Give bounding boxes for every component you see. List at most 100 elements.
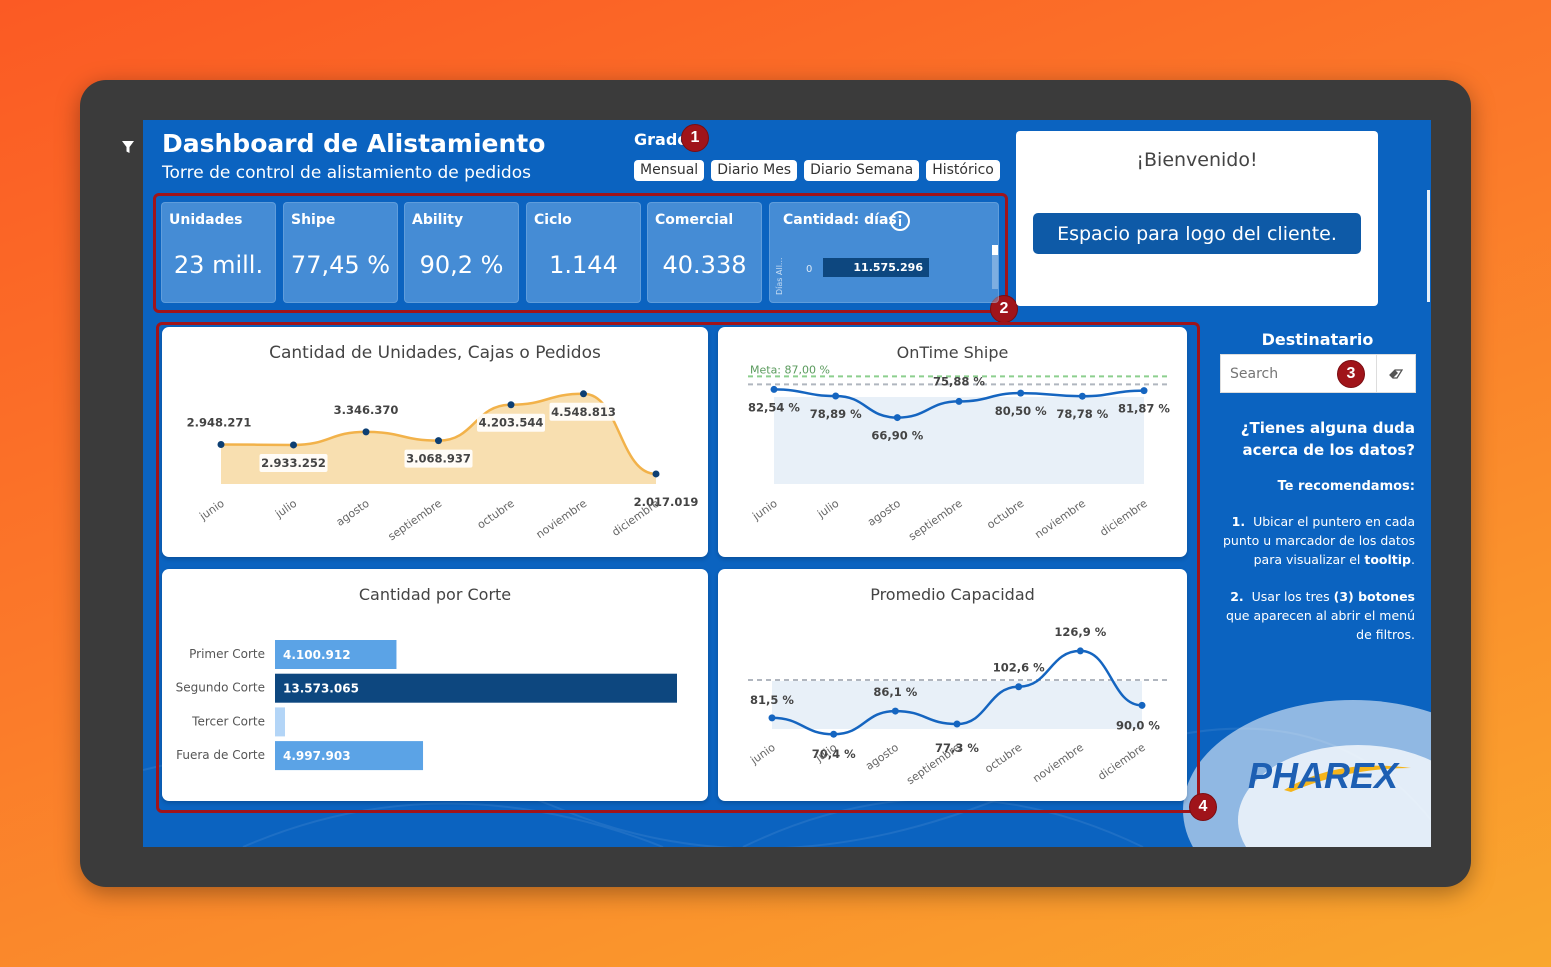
kpi-card-dias[interactable]: Cantidad: días Días All... 0 11.575.296 <box>769 202 999 303</box>
y-tick-label: Segundo Corte <box>176 681 265 695</box>
bar-label[interactable]: 4.100.912 <box>283 648 351 662</box>
data-point[interactable] <box>832 392 840 400</box>
side-divider <box>1427 190 1430 302</box>
data-point[interactable] <box>1017 389 1025 397</box>
info-icon[interactable] <box>889 210 911 232</box>
data-label: 81,5 % <box>750 693 794 707</box>
x-tick-label: junio <box>749 497 779 524</box>
diario-semana-button[interactable]: Diario Semana <box>804 160 920 181</box>
capacidad-chart-card: Promedio Capacidad 81,5 % 70,4 % 86,1 % 77,… <box>718 569 1187 801</box>
grado-button-group: Mensual Diario Mes Diario Semana Históri… <box>634 160 1000 181</box>
corte-chart-card: Cantidad por Corte Primer Corte 4.100.912… <box>162 569 708 801</box>
kpi-card-comercial[interactable]: Comercial 40.338 <box>647 202 762 303</box>
bar[interactable] <box>275 673 677 703</box>
eraser-icon[interactable] <box>1376 355 1415 392</box>
data-point[interactable] <box>770 385 778 393</box>
badge-4: 4 <box>1189 793 1217 821</box>
help-question: ¿Tienes alguna duda acerca de los datos? <box>1240 419 1415 459</box>
data-point[interactable] <box>580 390 587 398</box>
data-label: 66,90 % <box>871 429 923 443</box>
capacidad-line-chart[interactable]: 81,5 % 70,4 % 86,1 % 77,3 % 102,6 % 126,9 % 90… <box>718 569 1187 801</box>
kpi-value: 77,45 % <box>290 251 391 279</box>
data-point[interactable] <box>768 714 776 722</box>
x-tick-label: septiembre <box>904 741 963 788</box>
data-point[interactable] <box>891 707 899 715</box>
x-tick-label: agosto <box>865 497 903 529</box>
data-point[interactable] <box>507 401 515 409</box>
data-label: 2.948.271 <box>187 415 252 429</box>
y-tick-label: Primer Corte <box>189 647 265 661</box>
y-tick-label: Fuera de Corte <box>176 748 265 762</box>
kpi-card-shipe[interactable]: Shipe 77,45 % <box>283 202 398 303</box>
data-point[interactable] <box>1076 647 1084 655</box>
x-tick-label: julio <box>814 497 841 521</box>
brand-text: PHAREX <box>1248 755 1400 796</box>
data-label: 80,50 % <box>995 404 1047 418</box>
data-point[interactable] <box>217 440 225 448</box>
bar[interactable] <box>275 707 285 737</box>
data-point[interactable] <box>1078 392 1086 400</box>
x-tick-label: agosto <box>863 741 901 773</box>
step-number: 1. <box>1231 514 1246 529</box>
bar-label[interactable]: 4.997.903 <box>283 749 351 763</box>
data-label: 2.933.252 <box>261 456 326 470</box>
help-step-1: 1. Ubicar el puntero en cada punto u mar… <box>1215 512 1415 569</box>
data-label: 77,3 % <box>935 741 979 755</box>
bar-label[interactable]: 13.573.065 <box>283 682 359 696</box>
data-point[interactable] <box>953 720 961 728</box>
data-point[interactable] <box>435 437 442 445</box>
data-label: 4.203.544 <box>479 416 544 430</box>
welcome-card: ¡Bienvenido! Espacio para logo del clien… <box>1016 131 1378 306</box>
kpi-value: 1.144 <box>549 251 618 279</box>
x-tick-label: noviembre <box>1030 741 1086 785</box>
dias-bar[interactable]: 11.575.296 <box>823 258 929 277</box>
data-label: 126,9 % <box>1054 625 1106 639</box>
data-label: 3.346.370 <box>334 403 399 417</box>
corte-bar-chart[interactable]: Primer Corte 4.100.912 Segundo Corte 13.573… <box>162 569 708 801</box>
ontime-line-chart[interactable]: Meta: 87,00 % 82,54 % 78,89 % 66,90 % 75,88 … <box>718 327 1187 557</box>
kpi-label: Comercial <box>655 212 734 228</box>
mensual-button[interactable]: Mensual <box>634 160 705 181</box>
dias-scrollbar[interactable] <box>992 245 998 289</box>
goal-label: Meta: 87,00 % <box>750 363 830 376</box>
welcome-title: ¡Bienvenido! <box>1136 149 1258 171</box>
historico-button[interactable]: Histórico <box>926 160 1000 181</box>
help-panel: ¿Tienes alguna duda acerca de los datos?… <box>1215 417 1415 644</box>
data-label: 3.068.937 <box>406 452 471 466</box>
data-label: 4.548.813 <box>551 405 616 419</box>
data-label: 90,0 % <box>1116 718 1160 732</box>
data-point[interactable] <box>830 730 838 738</box>
data-point[interactable] <box>1015 683 1023 691</box>
data-point[interactable] <box>1140 387 1148 395</box>
kpi-card-ability[interactable]: Ability 90,2 % <box>404 202 519 303</box>
kpi-card-unidades[interactable]: Unidades 23 mill. <box>161 202 276 303</box>
data-label: 2.017.019 <box>634 495 699 509</box>
dias-axis-zero: 0 <box>806 264 813 275</box>
x-tick-label: octubre <box>984 497 1026 532</box>
bar[interactable] <box>275 741 424 771</box>
x-tick-label: septiembre <box>386 497 445 544</box>
step-bold: tooltip <box>1364 552 1412 567</box>
chart-title: OnTime Shipe <box>896 343 1009 362</box>
page-title: Dashboard de Alistamiento <box>162 129 546 158</box>
x-tick-label: noviembre <box>534 497 590 541</box>
bar[interactable] <box>275 640 397 669</box>
data-point[interactable] <box>290 441 297 449</box>
units-area-chart[interactable]: 2.948.271 2.933.252 3.346.370 3.068.937 4.20… <box>162 327 708 557</box>
x-tick-label: julio <box>272 497 299 521</box>
units-chart-card: Cantidad de Unidades, Cajas o Pedidos 2.… <box>162 327 708 557</box>
help-recommend: Te recomendamos: <box>1277 479 1415 494</box>
data-point[interactable] <box>893 414 901 422</box>
label-bg <box>549 402 618 421</box>
kpi-card-ciclo[interactable]: Ciclo 1.144 <box>526 202 641 303</box>
diario-mes-button[interactable]: Diario Mes <box>711 160 798 181</box>
client-logo-placeholder[interactable]: Espacio para logo del cliente. <box>1033 213 1361 254</box>
data-point[interactable] <box>955 397 963 405</box>
step-bold: (3) botones <box>1333 589 1415 604</box>
data-point[interactable] <box>362 428 370 436</box>
chart-title: Cantidad por Corte <box>358 585 512 604</box>
area-fill <box>221 393 656 484</box>
filter-icon[interactable] <box>121 140 135 154</box>
data-point[interactable] <box>1138 701 1146 709</box>
data-point[interactable] <box>652 470 660 478</box>
